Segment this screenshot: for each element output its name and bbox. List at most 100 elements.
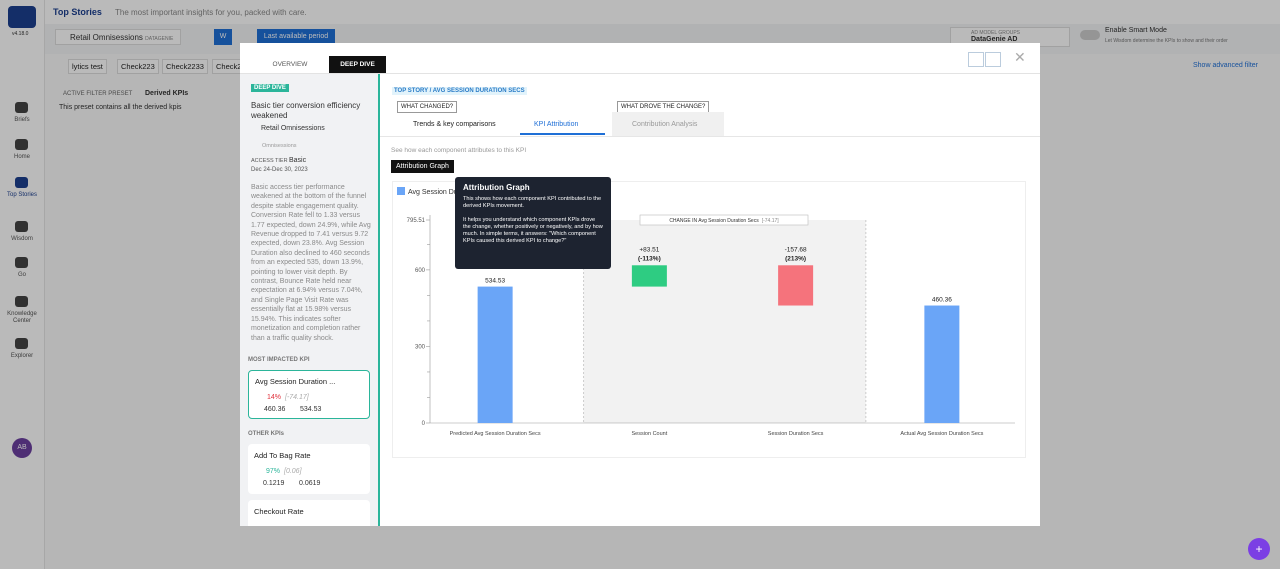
x-tick-label: Session Count [631,431,668,437]
smart-mode: Enable Smart Mode [1105,27,1167,34]
subtab[interactable]: Contribution Analysis [632,121,698,128]
other-kpis-label: OTHER KPIs [248,431,285,437]
tab-label: OVERVIEW [272,61,308,68]
period[interactable]: Last available period [257,29,335,45]
bar [778,265,814,306]
nav-item[interactable]: Briefs [14,117,30,123]
kpi-name: Avg Session Duration ... [255,377,336,386]
share-label: (-113%) [638,255,661,262]
y-tick-label: 300 [415,344,426,350]
avatar[interactable]: AB [12,438,32,458]
kpi-name: Add To Bag Rate [254,451,311,460]
kpi-card[interactable]: Avg Session Duration ... 14% [-74.17] 46… [248,370,370,419]
bar [631,265,667,287]
nav-icon[interactable] [15,338,28,349]
smart-toggle[interactable] [1080,30,1100,40]
tab-overview[interactable]: OVERVIEW [262,56,318,73]
granularity[interactable]: W [214,29,232,45]
tab-label: DEEP DIVE [340,61,375,68]
nav-icon[interactable] [15,296,28,307]
most-impacted-label: MOST IMPACTED KPI [248,357,310,363]
chart-card [392,181,1026,458]
share-label: (213%) [785,255,806,262]
story-metric-group: Omnisessions [262,143,297,149]
nav-icon[interactable] [15,221,28,232]
kpi-card[interactable]: Add To Bag Rate 97% [0.06] 0.1219 0.0619 [248,444,370,494]
attribution-button[interactable]: Attribution Graph [391,160,454,173]
subtab[interactable]: Trends & key comparisons [413,121,496,128]
value-label: 534.53 [485,278,505,285]
kpi-actual: 0.1219 [263,480,285,487]
link-button[interactable] [985,52,1001,67]
close-button[interactable]: ✕ [1014,49,1026,65]
value-label: 460.36 [932,297,952,304]
legend-label: Avg Session Duration Secs [408,189,493,196]
kpi-card[interactable]: Checkout Rate [248,500,370,526]
version: v4.18.0 [12,31,29,37]
annotation-text: CHANGE IN Avg Session Duration Secs [669,218,759,224]
dataset-tag: DATAGENIE [145,36,174,42]
tooltip-text: It helps you understand which component … [463,217,603,244]
story-dataset: Retail Omnisessions [261,125,325,132]
breadcrumb: TOP STORY / AVG SESSION DURATION SECS [392,87,527,95]
logo [8,6,36,28]
bar [477,286,513,423]
nav-item[interactable]: Home [13,154,30,160]
story-title: Basic tier conversion efficiency weakene… [251,101,361,120]
kpi-delta: [-74.17] [285,394,309,401]
kpi-change: 14% [267,394,282,401]
download-button[interactable] [968,52,984,67]
preset-tab[interactable]: Check223 [117,59,159,74]
model-group[interactable]: AD MODEL GROUPS DataGenie AD [950,27,1070,47]
page-title: Top Stories [53,7,102,17]
annotation-value: [-74.17] [762,218,780,224]
x-tick-label: Actual Avg Session Duration Secs [900,431,984,437]
nav-icon[interactable] [15,102,28,113]
tooltip: Attribution Graph This shows how each co… [455,177,611,269]
topbar [45,0,1280,24]
nav-icon[interactable] [15,257,28,268]
nav-item[interactable]: Explorer [10,353,34,359]
tier: Basic [289,157,307,164]
change-region [583,220,866,423]
advanced-filter[interactable]: Show advanced filter [1193,62,1258,69]
tier-label: ACCESS TIER [251,158,288,164]
tab-deep-dive[interactable]: DEEP DIVE [329,56,386,73]
kpi-change: 97% [266,468,281,475]
preset-tab[interactable]: Check2233 [162,59,208,74]
subtab-disabled[interactable] [612,112,724,136]
sidebar [0,0,45,569]
fab[interactable]: + [1248,538,1270,560]
kpi-expected: 0.0619 [299,480,321,487]
subtab-active[interactable]: KPI Attribution [534,121,579,128]
hint: See how each component attributes to thi… [391,147,527,154]
kpi-name: Checkout Rate [254,507,304,516]
nav-item[interactable]: Top Stories [6,192,37,198]
nav-icon[interactable] [15,177,28,188]
nav-item[interactable]: Go [17,272,26,278]
tooltip-text: This shows how each component KPI contri… [463,196,602,209]
kpi-expected: 534.53 [300,406,322,413]
nav-icon[interactable] [15,139,28,150]
page-subtitle: The most important insights for you, pac… [115,8,307,17]
kpi-actual: 460.36 [264,406,286,413]
y-tick-label: 600 [415,268,426,274]
y-tick-label: 0 [422,421,426,427]
model-group-name: DataGenie AD [971,36,1018,43]
smart-hint: Let Wisdom determine the KPIs to show an… [1105,38,1228,44]
story-dates: Dec 24-Dec 30, 2023 [251,167,308,173]
x-tick-label: Predicted Avg Session Duration Secs [449,431,541,437]
preset-name: Derived KPIs [145,90,189,97]
preset-label: ACTIVE FILTER PRESET [63,91,133,97]
x-tick-label: Session Duration Secs [767,431,824,437]
preset-desc: This preset contains all the derived kpi… [59,104,182,111]
preset-tab[interactable]: lytics test [68,59,107,74]
annotation: CHANGE IN Avg Session Duration Secs [-74.… [669,218,779,224]
kpi-delta: [0.06] [284,468,302,475]
tooltip-title: Attribution Graph [463,183,530,192]
nav-item[interactable]: Wisdom [11,236,33,242]
dataset-select[interactable]: Retail Omnisessions DATAGENIE [55,29,181,45]
nav-item[interactable]: Knowledge Center [7,311,37,324]
